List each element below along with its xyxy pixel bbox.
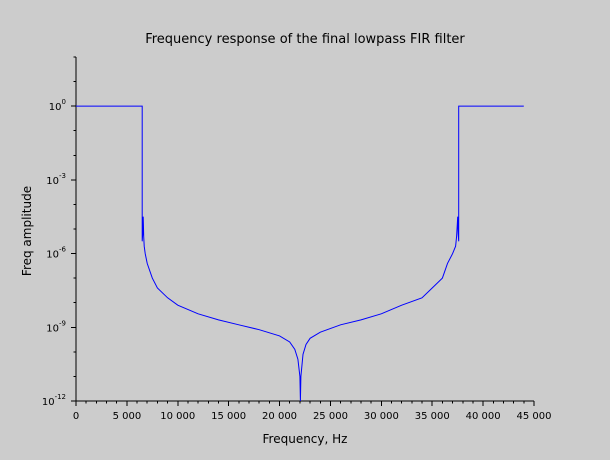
y-tick-label: 10-6 — [46, 246, 66, 261]
x-tick-label: 40 000 — [466, 411, 501, 422]
response-curve — [76, 105, 524, 402]
y-tick-label: 10-3 — [46, 172, 66, 187]
x-axis-label: Frequency, Hz — [263, 432, 348, 446]
x-tick-label: 10 000 — [160, 411, 195, 422]
y-axis-label: Freq amplitude — [20, 186, 34, 276]
x-axis-ticks: 0 5 000 10 000 15 000 20 000 25 000 30 000 35 0… — [73, 401, 552, 422]
x-tick-label: 0 — [73, 411, 79, 422]
plot-area — [76, 105, 524, 402]
y-tick-label: 100 — [49, 98, 66, 113]
chart-title: Frequency response of the final lowpass … — [145, 32, 465, 47]
x-tick-label: 25 000 — [313, 411, 348, 422]
x-tick-label: 15 000 — [211, 411, 246, 422]
y-tick-label: 10-12 — [42, 393, 66, 408]
x-tick-label: 45 000 — [517, 411, 552, 422]
y-axis-ticks: 100 10-3 10-6 10-9 10-12 — [42, 56, 76, 408]
y-tick-label: 10-9 — [46, 319, 66, 334]
x-tick-label: 5 000 — [113, 411, 142, 422]
x-tick-label: 35 000 — [415, 411, 450, 422]
x-tick-label: 30 000 — [364, 411, 399, 422]
x-tick-label: 20 000 — [262, 411, 297, 422]
